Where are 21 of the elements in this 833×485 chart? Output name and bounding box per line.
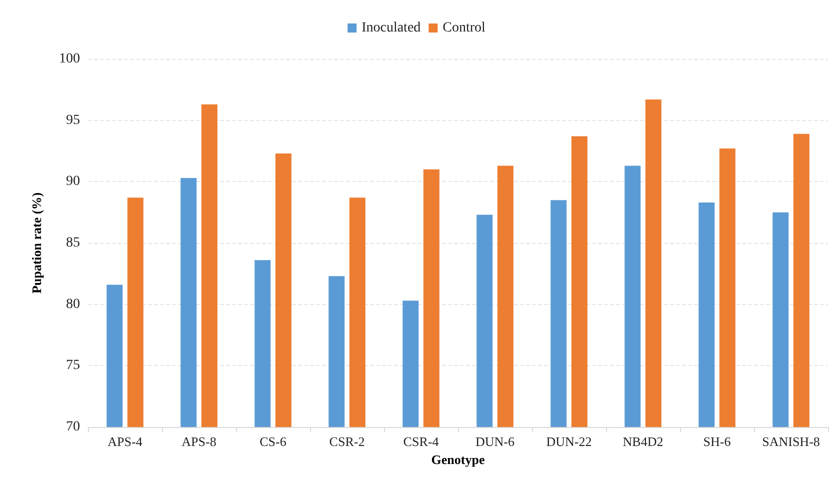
x-tick-label: CSR-2 <box>329 434 365 449</box>
x-tick-label: CSR-4 <box>403 434 440 449</box>
y-tick-label: 90 <box>66 174 80 190</box>
y-tick-label: 100 <box>59 52 80 66</box>
legend-label: Control <box>442 20 486 36</box>
y-axis-title: Pupation rate (%) <box>29 192 44 294</box>
y-tick-label: 75 <box>66 358 80 374</box>
legend-label: Inoculated <box>362 20 421 36</box>
x-tick-label: DUN-22 <box>546 434 592 449</box>
y-tick-label: 80 <box>66 296 80 312</box>
x-tick-label: APS-4 <box>108 434 143 449</box>
x-tick-label: CS-6 <box>260 434 287 449</box>
x-axis-title: Genotype <box>431 452 485 467</box>
x-tick-label: SH-6 <box>703 434 732 449</box>
y-tick-label: 95 <box>66 112 80 128</box>
x-tick-label: NB4D2 <box>622 434 664 449</box>
x-tick-label: DUN-6 <box>476 434 515 449</box>
x-tick-label: SANISH-8 <box>762 434 820 449</box>
y-tick-label: 70 <box>66 420 80 434</box>
y-tick-label: 85 <box>66 236 80 250</box>
x-tick-label: APS-8 <box>182 434 216 449</box>
